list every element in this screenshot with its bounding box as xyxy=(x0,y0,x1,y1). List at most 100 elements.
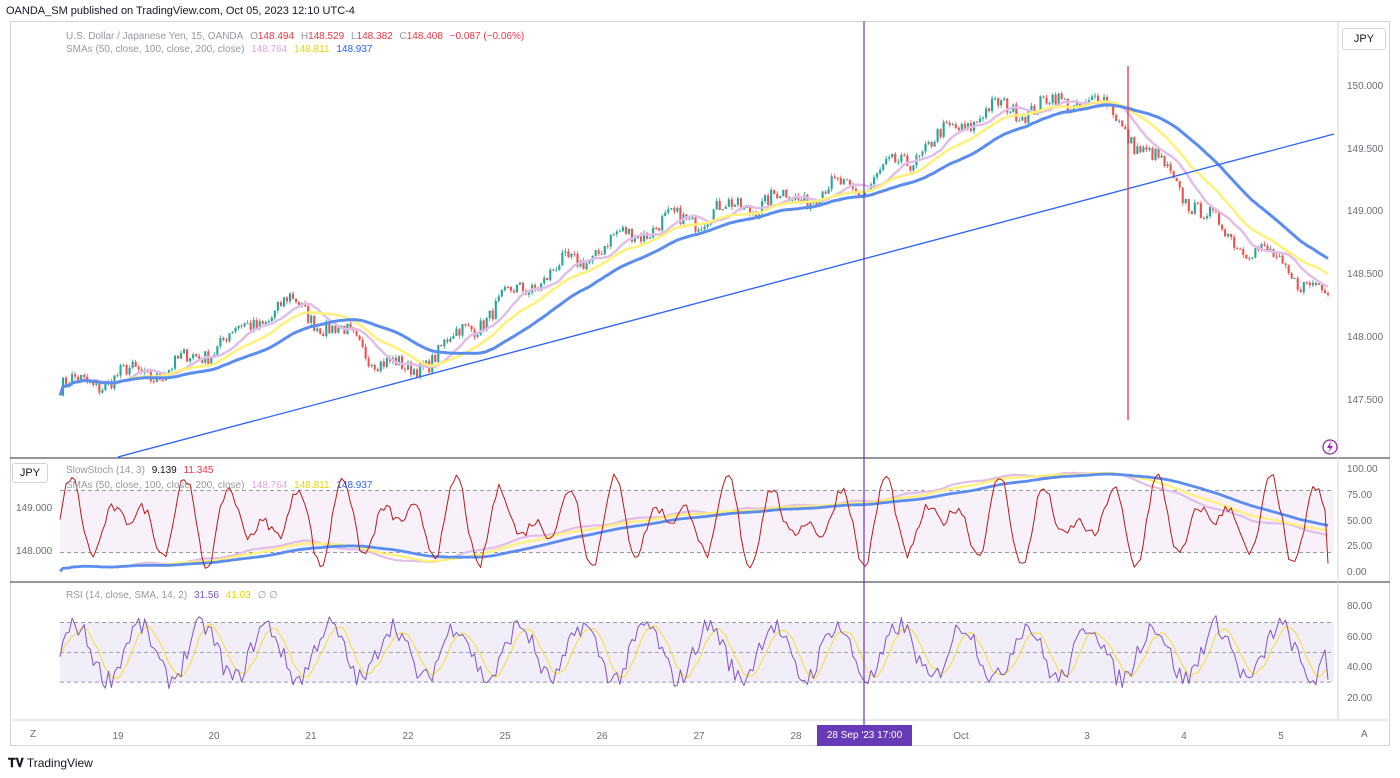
candle-body xyxy=(270,317,273,322)
open-label: O xyxy=(250,31,258,42)
candle-body xyxy=(225,339,228,342)
candle-body xyxy=(715,200,718,210)
candle-body xyxy=(446,339,449,342)
candle-body xyxy=(679,207,682,224)
candle-body xyxy=(264,322,267,324)
sma-legend: SMAs (50, close, 100, close, 200, close)… xyxy=(66,44,376,55)
candle-body xyxy=(267,321,270,323)
candle-body xyxy=(833,176,836,178)
zoom-button[interactable]: Z xyxy=(30,729,37,740)
price-tick: 149.500 xyxy=(1347,144,1384,155)
candle-body xyxy=(739,198,742,210)
candle-body xyxy=(1296,278,1299,290)
rsi-extra: ∅ ∅ xyxy=(257,590,278,601)
candle-body xyxy=(294,298,298,303)
price-tick: 149.000 xyxy=(1347,206,1384,217)
sma200-line xyxy=(58,103,1329,396)
stoch-currency-button[interactable]: JPY xyxy=(12,463,48,483)
time-tick: 3 xyxy=(1084,731,1090,742)
candle-body xyxy=(1009,111,1012,113)
candle-body xyxy=(1311,282,1314,286)
candle-body xyxy=(1224,229,1227,237)
candle-body xyxy=(624,227,627,234)
candle-body xyxy=(984,108,988,118)
candle-body xyxy=(1133,137,1136,154)
candle-body xyxy=(167,369,171,376)
auto-scale-button[interactable]: A xyxy=(1361,729,1368,740)
candle-body xyxy=(748,207,752,214)
candle-body xyxy=(658,228,661,231)
candle-body xyxy=(736,198,739,205)
rsi-line xyxy=(59,615,1329,689)
candle-body xyxy=(273,310,276,318)
candle-body xyxy=(594,250,597,256)
candle-body xyxy=(903,155,906,157)
candle-body xyxy=(252,320,255,330)
candle-body xyxy=(134,361,137,367)
stoch-tick: 0.00 xyxy=(1347,567,1367,578)
candle-body xyxy=(1187,198,1190,212)
candle-body xyxy=(1305,282,1308,284)
candle-body xyxy=(92,382,95,385)
close-value: 148.408 xyxy=(406,31,443,42)
candle-body xyxy=(337,327,340,333)
candle-body xyxy=(189,358,192,362)
crosshair-time-label: 28 Sep '23 17:00 xyxy=(817,725,912,746)
candle-body xyxy=(183,349,186,354)
candle-body xyxy=(697,229,700,232)
candle-body xyxy=(558,265,561,271)
candle-body xyxy=(785,189,788,198)
candle-body xyxy=(994,98,997,100)
candle-body xyxy=(576,253,579,267)
candle-body xyxy=(521,282,525,292)
candle-body xyxy=(721,209,724,211)
candle-body xyxy=(1287,265,1290,274)
candle-body xyxy=(942,122,945,137)
change-value: −0.087 (−0.06%) xyxy=(449,31,525,42)
currency-button[interactable]: JPY xyxy=(1342,28,1386,50)
candle-body xyxy=(727,199,730,207)
candle-body xyxy=(621,227,624,232)
rsi-legend: RSI (14, close, SMA, 14, 2) 31.56 41.03 … xyxy=(66,590,282,601)
candle-body xyxy=(1048,103,1051,105)
candle-body xyxy=(1121,120,1124,127)
candle-body xyxy=(803,194,806,203)
candle-body xyxy=(316,328,319,331)
candle-body xyxy=(627,228,630,234)
candle-body xyxy=(615,231,618,235)
candle-body xyxy=(1003,98,1006,101)
candle-body xyxy=(246,322,249,324)
candle-body xyxy=(1269,249,1272,251)
candle-body xyxy=(691,217,694,219)
candle-body xyxy=(633,238,637,242)
candle-body xyxy=(945,122,948,124)
stoch-label: SlowStoch (14, 3) xyxy=(66,465,145,476)
candle-body xyxy=(1217,210,1221,225)
candle-body xyxy=(416,369,419,378)
candle-body xyxy=(918,155,921,157)
time-tick: 26 xyxy=(596,731,608,742)
stoch-tick: 50.00 xyxy=(1347,516,1373,527)
candle-body xyxy=(258,321,261,328)
candle-body xyxy=(83,374,86,377)
time-tick: 5 xyxy=(1278,731,1284,742)
tradingview-logo[interactable]: 𝐓𝐕 TradingView xyxy=(8,756,93,771)
sma-label: SMAs (50, close, 100, close, 200, close) xyxy=(66,44,245,55)
brand-label: TradingView xyxy=(26,756,93,770)
candle-body xyxy=(1245,254,1248,259)
candle-body xyxy=(754,213,758,218)
candle-body xyxy=(1139,146,1142,153)
stoch-sma-legend: SMAs (50, close, 100, close, 200, close)… xyxy=(66,480,376,491)
candle-body xyxy=(373,364,376,370)
candle-body xyxy=(845,179,848,181)
candle-body xyxy=(981,117,985,119)
candle-body xyxy=(240,325,243,327)
candle-body xyxy=(104,383,107,391)
time-tick: 25 xyxy=(499,731,511,742)
candle-body xyxy=(74,374,77,377)
candle-body xyxy=(948,122,951,126)
candle-body xyxy=(963,123,966,129)
candle-body xyxy=(288,293,292,302)
candle-body xyxy=(649,237,652,239)
